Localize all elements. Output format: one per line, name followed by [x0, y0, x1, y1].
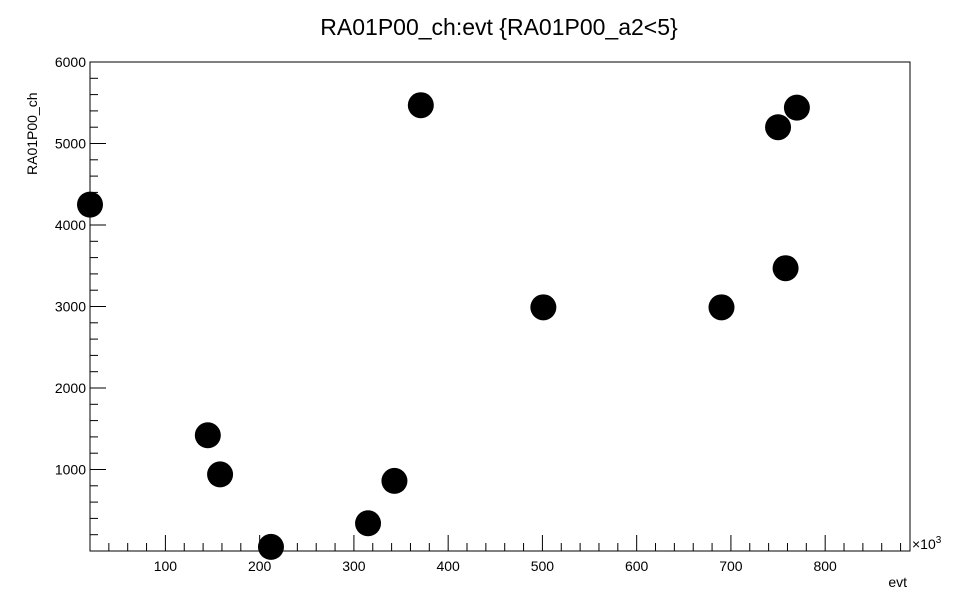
scatter-point: [530, 294, 557, 321]
y-tick-label: 4000: [55, 217, 86, 233]
scatter-point: [257, 533, 284, 560]
y-tick-label: 3000: [55, 299, 86, 315]
y-tick-label: 2000: [55, 380, 86, 396]
x-tick-label: 200: [248, 558, 272, 574]
x-tick-label: 300: [342, 558, 366, 574]
y-tick-label: 6000: [55, 54, 86, 70]
scatter-point: [207, 461, 234, 488]
x-tick-label: 400: [436, 558, 460, 574]
scatter-point: [355, 510, 382, 537]
scatter-point: [77, 191, 103, 218]
scatter-point: [783, 94, 810, 121]
chart-title: RA01P00_ch:evt {RA01P00_a2<5}: [320, 14, 678, 40]
x-axis-exponent: ×103: [912, 535, 942, 552]
x-axis-label: evt: [888, 574, 907, 590]
x-axis-exponent-power: 3: [936, 535, 942, 546]
scatter-point: [194, 422, 221, 449]
scatter-point: [772, 255, 799, 282]
data-points: [77, 92, 810, 560]
y-tick-label: 1000: [55, 462, 86, 478]
y-tick-label: 5000: [55, 136, 86, 152]
scatter-point: [708, 294, 735, 321]
x-axis-ticks: [89, 535, 902, 551]
x-tick-label: 600: [625, 558, 649, 574]
y-axis-label: RA01P00_ch: [24, 92, 40, 175]
scatter-point: [381, 467, 408, 494]
x-tick-label: 100: [154, 558, 178, 574]
x-tick-label: 500: [531, 558, 555, 574]
x-tick-label: 700: [719, 558, 743, 574]
y-axis-tick-labels: 1000 2000 3000 4000 5000 6000: [55, 54, 86, 478]
x-tick-label: 800: [813, 558, 837, 574]
x-axis-exponent-base: ×10: [912, 536, 936, 552]
x-axis-tick-labels: 100 200 300 400 500 600 700 800: [154, 558, 837, 574]
scatter-point: [407, 92, 434, 119]
scatter-point: [765, 114, 792, 141]
